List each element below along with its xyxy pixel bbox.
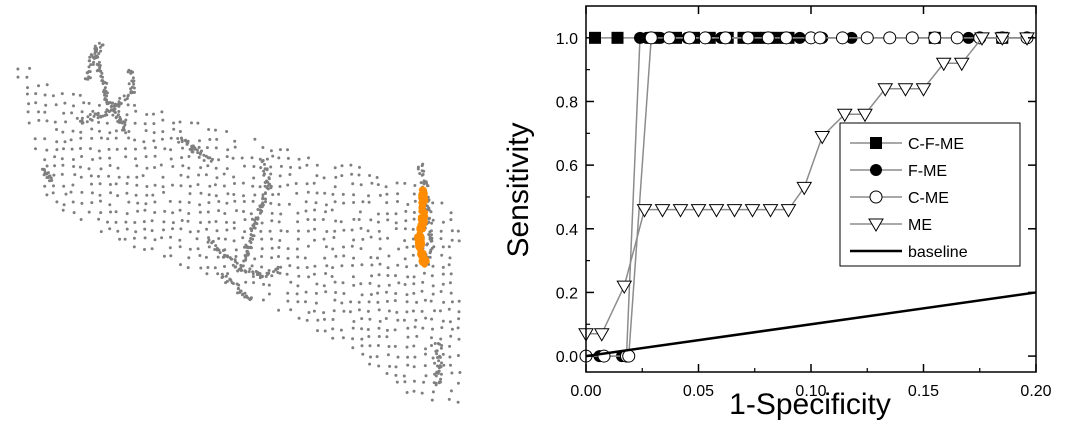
- data-point: [974, 32, 990, 46]
- roc-chart-panel: 0.00 0.05 0.10 0.15 0.20 0.0 0.2 0.4 0.6 0.8 1.0 S…: [490, 0, 1069, 422]
- data-point: [662, 31, 676, 45]
- legend-marker: [869, 190, 883, 204]
- y-tick-label: 0.8: [556, 94, 578, 111]
- legend-item: C-F-ME: [850, 136, 964, 153]
- data-point: [741, 31, 755, 45]
- data-point: [644, 31, 658, 45]
- legend-item: C-ME: [850, 190, 949, 207]
- data-point: [897, 83, 914, 97]
- legend-marker: [868, 218, 884, 232]
- data-point: [994, 32, 1011, 46]
- plot-area: [578, 31, 1037, 363]
- highlighted-region: [414, 186, 430, 268]
- y-axis-title: Sensitivity: [502, 122, 535, 257]
- point-cloud-dots: [16, 41, 462, 404]
- x-tick-label: 0.20: [1020, 383, 1051, 400]
- data-point: [589, 31, 601, 44]
- data-point: [860, 31, 874, 45]
- data-point: [953, 57, 970, 72]
- data-point: [636, 204, 653, 218]
- point-cloud-panel: [0, 0, 490, 422]
- data-point: [836, 108, 853, 123]
- data-point: [698, 31, 712, 45]
- data-point: [708, 204, 725, 218]
- data-point: [915, 83, 932, 97]
- data-point: [836, 31, 849, 45]
- data-point: [796, 181, 813, 196]
- data-point: [883, 31, 897, 45]
- data-point: [1019, 32, 1035, 46]
- y-tick-label: 0.2: [556, 285, 578, 302]
- x-tick-label: 0.05: [683, 383, 714, 400]
- data-point: [672, 204, 689, 218]
- data-point: [762, 204, 779, 218]
- legend-label: C-ME: [908, 190, 949, 207]
- series-line: [585, 291, 1037, 358]
- data-point: [950, 31, 964, 45]
- legend-marker: [870, 137, 882, 149]
- data-point: [813, 31, 827, 45]
- data-point: [935, 57, 952, 72]
- y-tick-label: 0.6: [556, 158, 578, 175]
- y-tick-label: 1.0: [556, 31, 578, 48]
- legend-marker: [870, 164, 882, 176]
- data-point: [857, 108, 873, 123]
- y-tick-label: 0.0: [556, 349, 578, 366]
- legend-item: ME: [850, 217, 932, 234]
- data-point: [744, 204, 761, 218]
- series-me: [578, 32, 1035, 342]
- data-point: [761, 31, 775, 45]
- data-point: [654, 204, 671, 218]
- legend-label: ME: [908, 217, 932, 234]
- legend-item: baseline: [850, 244, 968, 261]
- series-baseline: [585, 291, 1037, 358]
- point-cloud-map: [16, 41, 462, 404]
- axes: 0.00 0.05 0.10 0.15 0.20 0.0 0.2 0.4 0.6 0.8 1.0: [556, 5, 1052, 400]
- y-tick-label: 0.4: [556, 222, 578, 239]
- legend-item: F-ME: [850, 163, 947, 180]
- data-point: [814, 130, 831, 145]
- data-point: [780, 204, 797, 218]
- roc-chart: 0.00 0.05 0.10 0.15 0.20 0.0 0.2 0.4 0.6 0.8 1.0 S…: [502, 5, 1052, 421]
- data-point: [779, 31, 793, 45]
- x-tick-label: 0.15: [908, 383, 939, 400]
- data-point: [928, 31, 942, 45]
- data-point: [683, 31, 696, 45]
- x-tick-label: 0.10: [795, 383, 826, 400]
- x-axis-title: 1-Specificity: [729, 388, 891, 421]
- data-point: [616, 280, 633, 295]
- data-point: [719, 31, 732, 45]
- legend: C-F-ME F-ME C-ME ME baseline: [839, 122, 1021, 267]
- x-tick-label: 0.00: [570, 383, 601, 400]
- legend-label: F-ME: [908, 163, 947, 180]
- data-point: [877, 83, 894, 97]
- data-point: [611, 31, 624, 44]
- data-point: [593, 328, 610, 342]
- legend-label: C-F-ME: [908, 136, 964, 153]
- legend-label: baseline: [908, 244, 968, 261]
- data-point: [905, 31, 919, 45]
- data-point: [726, 204, 743, 218]
- data-point: [690, 204, 707, 218]
